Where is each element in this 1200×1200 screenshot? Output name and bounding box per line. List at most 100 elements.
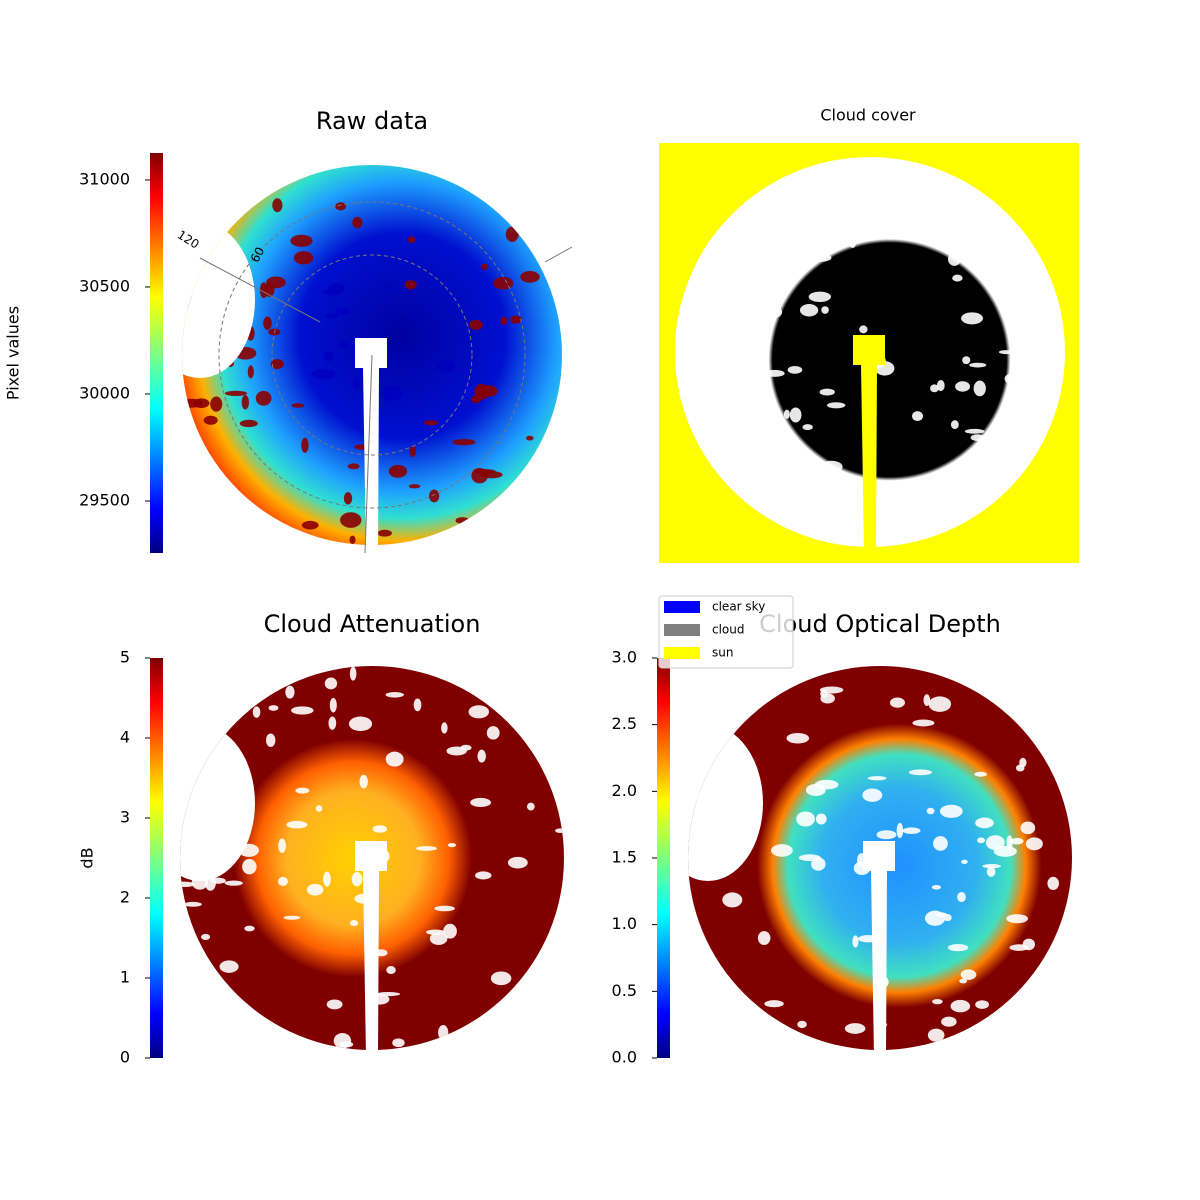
cloud-blob bbox=[385, 751, 404, 767]
cloud-blob bbox=[443, 923, 457, 939]
panel: Cloud Optical Depth 0.0 0.5 1.0 1.5 2.0 2.5 3.0 bbox=[612, 610, 1072, 1067]
cloud-blob bbox=[388, 464, 408, 478]
cloud-blob bbox=[961, 312, 983, 325]
cloud-blob bbox=[950, 999, 971, 1013]
cloud-blob bbox=[426, 929, 445, 935]
cloud-blob bbox=[952, 274, 963, 282]
cloud-blob bbox=[799, 304, 819, 317]
cloud-blob bbox=[1022, 938, 1035, 951]
cloud-blob bbox=[969, 362, 987, 368]
elevation-ring bbox=[218, 201, 526, 509]
cloud-blob bbox=[359, 774, 368, 789]
angle-label: 60 bbox=[248, 245, 268, 265]
cloud-blob bbox=[315, 805, 323, 812]
mask-notch bbox=[182, 222, 255, 378]
cloud-blob bbox=[987, 244, 1000, 258]
cloud-blob bbox=[323, 351, 335, 362]
cloud-blob bbox=[210, 396, 223, 412]
cloud-blob bbox=[1006, 914, 1028, 924]
cloud-blob bbox=[180, 881, 196, 888]
cloud-blob bbox=[526, 802, 535, 811]
cloud-blob bbox=[941, 1016, 957, 1027]
cloud-blob bbox=[339, 1041, 354, 1048]
cloud-blob bbox=[985, 835, 1005, 851]
cloud-blob bbox=[764, 369, 785, 377]
cloud-blob bbox=[867, 776, 887, 781]
cloud-blob bbox=[286, 820, 308, 829]
azimuth-line bbox=[364, 354, 373, 554]
cloud-blob bbox=[392, 1038, 405, 1048]
panel: 120 60 Raw data 29500 30000 30500 31000 Pixel v… bbox=[4, 107, 573, 554]
cloud-blob bbox=[933, 836, 948, 851]
cloud-blob bbox=[982, 864, 1001, 869]
colorbar-tick-label: 5 bbox=[120, 648, 130, 667]
cloud-blob bbox=[322, 289, 341, 296]
cloud-blob bbox=[955, 381, 971, 392]
cloud-blob bbox=[555, 828, 564, 834]
cloud-blob bbox=[876, 535, 887, 547]
cloud-blob bbox=[429, 489, 440, 503]
cloud-blob bbox=[925, 910, 946, 926]
colorbar-tick-label: 30500 bbox=[79, 276, 130, 295]
colorbar-tick-label: 31000 bbox=[79, 169, 130, 188]
cloud-blob bbox=[882, 494, 900, 500]
cloud-blob bbox=[386, 384, 394, 390]
cloud-blob bbox=[441, 722, 448, 734]
panel-title: Cloud Attenuation bbox=[264, 610, 481, 638]
cloud-blob bbox=[912, 411, 923, 422]
cloud-blob bbox=[889, 697, 905, 708]
mask-notch bbox=[675, 219, 753, 375]
cloud-blob bbox=[349, 535, 356, 544]
cloud-blob bbox=[285, 685, 295, 699]
legend-swatch bbox=[664, 601, 700, 613]
cloud-blob bbox=[474, 383, 489, 400]
cloud-blob bbox=[385, 285, 395, 290]
cloud-blob bbox=[757, 931, 771, 946]
cloud-blob bbox=[348, 716, 373, 732]
cloud-blob bbox=[844, 1023, 866, 1034]
cloud-blob bbox=[943, 913, 952, 922]
cloud-blob bbox=[349, 666, 357, 681]
cloud-blob bbox=[811, 857, 826, 871]
colorbar-tick-label: 2.5 bbox=[612, 714, 637, 733]
azimuth-line bbox=[544, 246, 573, 263]
cloud-blob bbox=[470, 797, 492, 807]
cloud-blob bbox=[455, 517, 470, 524]
colorbar-tick-label: 0.0 bbox=[612, 1048, 637, 1067]
cloud-blob bbox=[827, 402, 846, 409]
colorbar-tick-label: 3.0 bbox=[612, 648, 637, 667]
cloud-blob bbox=[413, 698, 422, 712]
cloud-blob bbox=[722, 892, 743, 908]
cloud-blob bbox=[725, 474, 746, 490]
cloud-blob bbox=[438, 1025, 449, 1040]
cloud-blob bbox=[325, 313, 339, 319]
panel: Cloud Attenuation 0 1 2 3 4 5 dB bbox=[78, 610, 564, 1067]
cloud-blob bbox=[950, 420, 959, 430]
cloud-blob bbox=[876, 830, 897, 840]
colorbar bbox=[150, 153, 163, 553]
cloud-blob bbox=[507, 856, 528, 869]
cloud-blob bbox=[932, 998, 943, 1005]
cloud-blob bbox=[379, 385, 403, 401]
cloud-blob bbox=[712, 420, 733, 426]
cloud-blob bbox=[974, 771, 987, 777]
cloud-blob bbox=[291, 706, 314, 715]
sky-image bbox=[180, 666, 564, 1050]
cloud-blob bbox=[761, 305, 783, 319]
panel: Cloud cover bbox=[659, 106, 1079, 563]
cloud-blob bbox=[372, 825, 388, 833]
cloud-blob bbox=[224, 880, 243, 886]
legend-swatch bbox=[664, 624, 700, 636]
cloud-blob bbox=[447, 843, 457, 848]
cloud-blob bbox=[820, 689, 829, 698]
cloud-blob bbox=[936, 380, 945, 392]
cloud-blob bbox=[770, 844, 793, 857]
cloud-blob bbox=[1047, 876, 1059, 891]
sun-shield bbox=[355, 338, 387, 545]
cloud-blob bbox=[977, 837, 986, 844]
cloud-blob bbox=[306, 883, 324, 896]
cloud-blob bbox=[769, 480, 786, 495]
cloud-blob bbox=[311, 368, 336, 380]
cloud-blob bbox=[335, 307, 351, 315]
